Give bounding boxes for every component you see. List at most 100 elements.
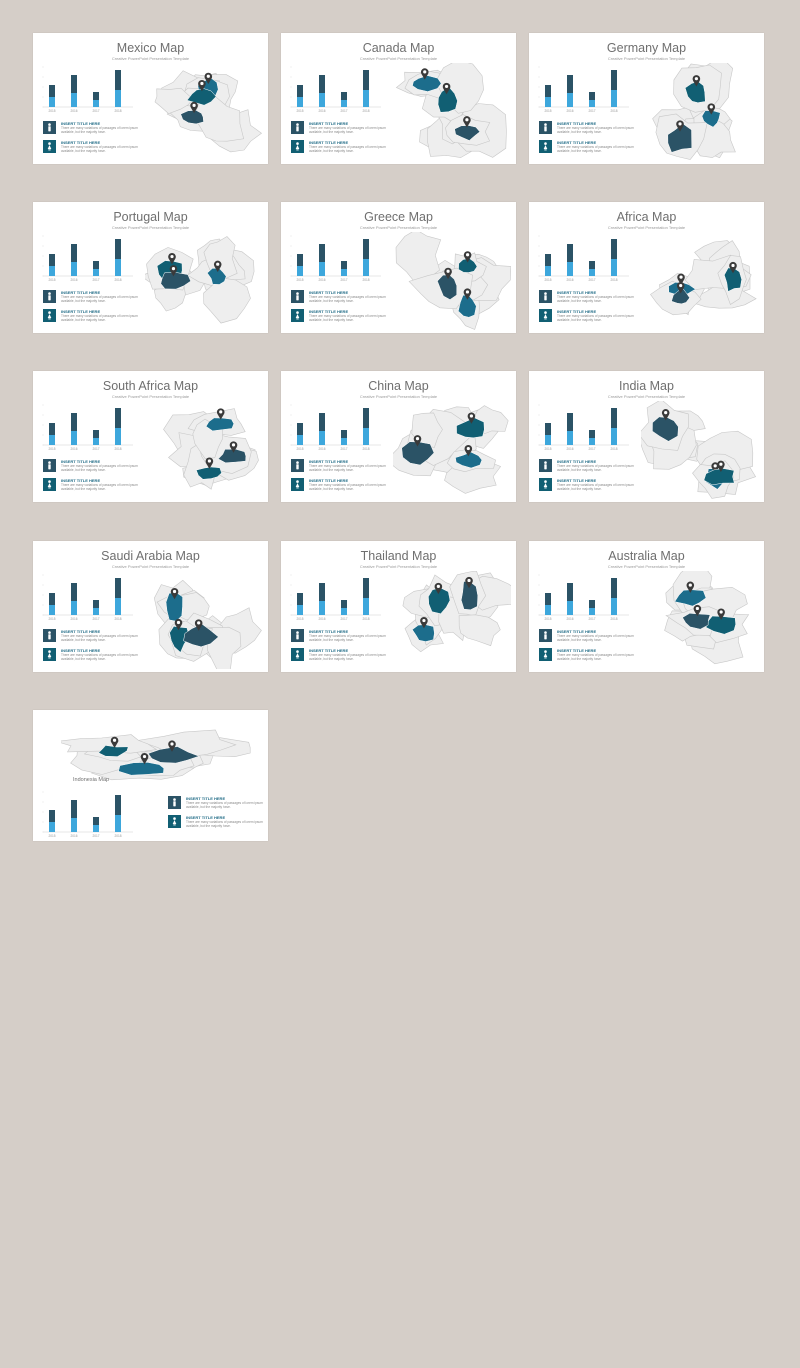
- female-icon: [291, 478, 304, 491]
- map-pin-icon: [463, 251, 472, 263]
- bar-upper: [545, 593, 551, 605]
- map-pin-icon: [464, 445, 473, 457]
- male-icon: [539, 121, 552, 134]
- bar-upper: [115, 408, 121, 428]
- male-icon: [43, 629, 56, 642]
- item-description: There are many variations of passages of…: [557, 634, 634, 642]
- slide-thumbnail[interactable]: Australia Map Creative PowerPoint Present…: [529, 541, 764, 672]
- x-tick-label: 2017: [92, 278, 99, 282]
- bar-upper: [341, 430, 347, 438]
- x-tick-label: 2015: [48, 278, 55, 282]
- map-pin-icon: [213, 260, 222, 272]
- x-tick-label: 2018: [114, 278, 121, 282]
- country-map: [641, 56, 759, 164]
- x-tick-label: 2016: [70, 617, 77, 621]
- item-description: There are many variations of passages of…: [61, 295, 138, 303]
- highlighted-region: [118, 762, 165, 776]
- bar-lower: [93, 100, 99, 107]
- slide-thumbnail[interactable]: China Map Creative PowerPoint Presentatio…: [281, 371, 516, 502]
- bar-lower: [115, 598, 121, 615]
- map-pin-icon: [467, 412, 476, 424]
- male-icon: [43, 290, 56, 303]
- country-map: [393, 570, 516, 672]
- bar-lower: [363, 259, 369, 276]
- x-tick-label: 2016: [566, 617, 573, 621]
- item-description: There are many variations of passages of…: [61, 314, 138, 322]
- map-pin-icon: [717, 608, 725, 620]
- highlighted-region: [412, 75, 442, 92]
- x-tick-label: 2017: [588, 109, 595, 113]
- item-title: INSERT TITLE HERE: [61, 629, 101, 634]
- slide-thumbnail[interactable]: Africa Map Creative PowerPoint Presentati…: [529, 202, 764, 333]
- x-tick-label: 2017: [92, 834, 99, 838]
- map-pin-icon: [168, 253, 176, 265]
- map-pin-icon: [110, 736, 119, 749]
- item-description: There are many variations of passages of…: [309, 464, 386, 472]
- item-title: INSERT TITLE HERE: [557, 648, 597, 653]
- bar-chart: 2015 2016 2017 2018: [283, 63, 383, 128]
- female-icon: [168, 815, 181, 828]
- highlighted-region: [428, 587, 451, 614]
- bar-lower: [611, 428, 617, 445]
- slide-thumbnail[interactable]: Portugal Map Creative PowerPoint Presenta…: [33, 202, 268, 333]
- item-description: There are many variations of passages of…: [61, 634, 138, 642]
- slide-thumbnail[interactable]: Saudi Arabia Map Creative PowerPoint Pres…: [33, 541, 268, 672]
- x-tick-label: 2018: [362, 109, 369, 113]
- bar-lower: [589, 438, 595, 445]
- bar-lower: [341, 608, 347, 615]
- item-description: There are many variations of passages of…: [309, 483, 386, 491]
- slide-thumbnail[interactable]: India Map Creative PowerPoint Presentatio…: [529, 371, 764, 502]
- country-map: [145, 63, 263, 164]
- highlighted-region: [180, 110, 204, 125]
- slide-thumbnail[interactable]: Indonesia Map 2015 2016 2017 2018 INSERT TITL…: [33, 710, 268, 841]
- slide-thumbnail[interactable]: Thailand Map Creative PowerPoint Presenta…: [281, 541, 516, 672]
- bar-upper: [341, 600, 347, 608]
- country-map: [393, 229, 512, 333]
- bar-upper: [49, 85, 55, 97]
- slide-thumbnail[interactable]: Canada Map Creative PowerPoint Presentati…: [281, 33, 516, 164]
- bar-lower: [71, 431, 77, 445]
- item-description: There are many variations of passages of…: [557, 653, 634, 661]
- bar-lower: [71, 601, 77, 615]
- map-pin-icon: [420, 616, 428, 629]
- map-pin-icon: [676, 120, 684, 132]
- highlighted-region: [217, 449, 247, 464]
- bar-upper: [589, 430, 595, 438]
- bar-upper: [363, 408, 369, 428]
- bar-chart: 2015 2016 2017 2018: [35, 571, 135, 636]
- x-tick-label: 2017: [340, 617, 347, 621]
- item-title: INSERT TITLE HERE: [309, 290, 349, 295]
- country-map: [641, 564, 759, 672]
- slide-thumbnail[interactable]: Germany Map Creative PowerPoint Presentat…: [529, 33, 764, 164]
- x-tick-label: 2017: [92, 447, 99, 451]
- slide-thumbnail[interactable]: South Africa Map Creative PowerPoint Pres…: [33, 371, 268, 502]
- slide-title: Mexico Map: [116, 41, 185, 55]
- map-pin-icon: [216, 408, 225, 420]
- country-map: [393, 59, 511, 164]
- bar-lower: [93, 825, 99, 832]
- x-tick-label: 2017: [92, 617, 99, 621]
- highlighted-region: [98, 745, 129, 757]
- bar-lower: [589, 608, 595, 615]
- slide-thumbnail[interactable]: Mexico Map Creative PowerPoint Presentati…: [33, 33, 268, 164]
- bar-lower: [319, 601, 325, 615]
- highlighted-region: [186, 88, 217, 106]
- bar-lower: [363, 598, 369, 615]
- x-tick-label: 2015: [544, 109, 551, 113]
- bar-upper: [589, 600, 595, 608]
- x-tick-label: 2016: [70, 447, 77, 451]
- bar-upper: [545, 85, 551, 97]
- slide-subtitle: Creative PowerPoint Presentation Templat…: [111, 56, 190, 61]
- x-tick-label: 2015: [544, 447, 551, 451]
- x-tick-label: 2018: [114, 834, 121, 838]
- x-tick-label: 2017: [588, 278, 595, 282]
- highlighted-region: [160, 272, 192, 290]
- slide-thumbnail[interactable]: Greece Map Creative PowerPoint Presentati…: [281, 202, 516, 333]
- bar-upper: [49, 593, 55, 605]
- bar-lower: [93, 269, 99, 276]
- bar-upper: [115, 239, 121, 259]
- item-description: There are many variations of passages of…: [186, 820, 263, 828]
- item-title: INSERT TITLE HERE: [61, 290, 101, 295]
- map-pin-icon: [463, 288, 472, 300]
